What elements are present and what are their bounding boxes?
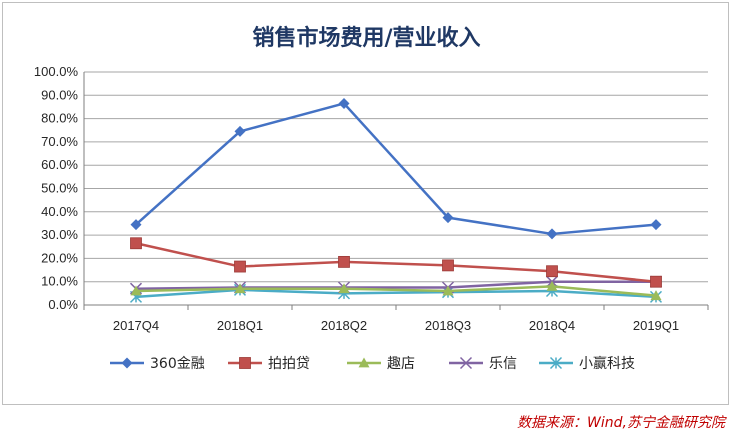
data-point [338,255,350,268]
y-tick-label: 10.0% [41,274,78,289]
x-tick-label: 2018Q4 [529,318,575,333]
series-line [135,285,657,297]
data-point [234,283,246,294]
data-point [130,219,142,231]
x-tick-label: 2017Q4 [113,318,159,333]
data-point [546,265,558,278]
y-tick-label: 90.0% [41,87,78,102]
data-point [650,290,662,301]
source-note: 数据来源：Wind,苏宁金融研究院 [517,415,725,431]
data-point [442,285,454,296]
series-line [135,102,657,236]
legend-marker [358,357,370,368]
x-tick-label: 2018Q3 [425,318,471,333]
y-tick-label: 100.0% [34,64,79,79]
legend-marker [121,357,133,369]
y-tick-label: 50.0% [41,181,78,196]
x-tick-label: 2019Q1 [633,318,679,333]
data-point [546,228,558,240]
legend-marker [459,356,473,370]
data-point [650,219,662,231]
y-tick-label: 20.0% [41,250,78,265]
data-point [442,259,454,272]
y-tick-label: 40.0% [41,204,78,219]
series-line [135,242,657,283]
legend-label: 360金融 [150,356,205,372]
data-point [442,212,454,224]
x-tick-label: 2018Q1 [217,318,263,333]
y-tick-label: 80.0% [41,111,78,126]
data-point [130,285,142,296]
legend-label: 乐信 [489,356,517,372]
data-point [338,283,350,294]
y-tick-label: 60.0% [41,157,78,172]
legend-label: 拍拍贷 [268,356,310,372]
y-tick-label: 30.0% [41,227,78,242]
data-point [338,97,350,109]
y-tick-label: 70.0% [41,134,78,149]
chart-frame [2,2,729,405]
legend-marker [549,356,563,370]
chart-title: 销售市场费用/营业收入 [252,25,481,51]
data-point [234,125,246,137]
series-line [135,288,657,299]
legend-label: 趣店 [387,356,415,372]
y-tick-label: 0.0% [48,297,78,312]
data-point [546,280,558,291]
data-point [650,275,662,288]
data-point [234,260,246,273]
x-tick-label: 2018Q2 [321,318,367,333]
data-point [130,237,142,250]
legend-marker [239,357,251,369]
series-line [135,280,656,290]
legend-label: 小赢科技 [579,355,635,372]
